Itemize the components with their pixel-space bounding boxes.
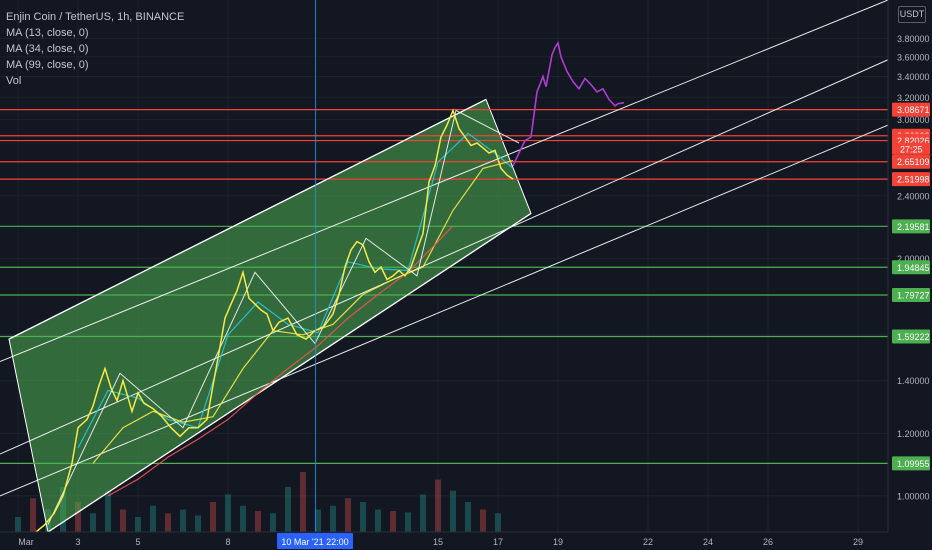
- level-badge-label-4: 2.51998: [897, 175, 930, 185]
- level-badge-9: [892, 456, 930, 471]
- level-badge-8: [892, 329, 930, 344]
- x-tick-label-2: 5: [135, 537, 140, 547]
- volume-bar-14: [225, 494, 231, 532]
- level-badge-label-9: 1.09955: [897, 459, 930, 469]
- volume-bars: [15, 472, 501, 532]
- volume-bar-15: [240, 505, 246, 532]
- volume-bar-7: [120, 509, 126, 532]
- currency-badge[interactable]: USDT: [898, 6, 926, 23]
- x-tick-label-7: 19: [553, 537, 563, 547]
- y-tick-label-0: 1.00000: [897, 491, 930, 501]
- level-badge-0: [892, 102, 930, 117]
- countdown-badge: [892, 142, 930, 155]
- volume-bar-26: [405, 512, 411, 532]
- x-tick-label-11: 29: [853, 537, 863, 547]
- time-axis-panel[interactable]: [0, 532, 932, 550]
- indicator-ma99[interactable]: MA (99, close, 0): [6, 59, 89, 71]
- channel-lower-edge: [47, 212, 532, 533]
- level-badge-label-6: 1.94845: [897, 263, 930, 273]
- level-badge-label-3: 2.65109: [897, 157, 930, 167]
- volume-bar-10: [165, 513, 171, 532]
- level-badge-label-8: 1.59222: [897, 332, 930, 342]
- x-tick-label-5: 15: [433, 537, 443, 547]
- volume-bar-1: [30, 498, 36, 532]
- projection-line: [512, 40, 625, 167]
- volume-bar-29: [450, 490, 456, 532]
- zigzag-line[interactable]: [47, 109, 520, 525]
- volume-bar-21: [330, 505, 336, 532]
- x-tick-label-1: 3: [75, 537, 80, 547]
- x-tick-label-9: 24: [703, 537, 713, 547]
- channel-line-0: [0, 0, 889, 362]
- level-badge-6: [892, 260, 930, 275]
- volume-bar-28: [435, 479, 441, 532]
- level-badge-7: [892, 287, 930, 302]
- x-tick-label-3: 8: [225, 537, 230, 547]
- volume-bar-32: [495, 513, 501, 532]
- projection-series[interactable]: [512, 40, 625, 167]
- channel-line-2: [0, 124, 889, 497]
- chart-title[interactable]: Enjin Coin / TetherUS, 1h, BINANCE: [6, 11, 185, 23]
- y-tick-label-6: 3.00000: [897, 115, 930, 125]
- volume-bar-6: [105, 490, 111, 532]
- countdown-label: 27:25: [900, 145, 923, 155]
- price-series: [35, 108, 514, 533]
- y-tick-label-8: 3.40000: [897, 72, 930, 82]
- indicator-volume[interactable]: Vol: [6, 75, 22, 87]
- ma-line-1: [92, 160, 514, 464]
- level-badge-label-7: 1.79727: [897, 290, 930, 300]
- volume-bar-11: [180, 509, 186, 532]
- volume-bar-0: [15, 517, 21, 532]
- volume-bar-31: [480, 509, 486, 532]
- x-tick-label-4: 10 Mar '21 22:00: [281, 537, 348, 547]
- price-axis-badges: 3.086712.860222.820262.651092.519982.195…: [892, 102, 930, 471]
- x-tick-label-0: Mar: [18, 537, 34, 547]
- crosshair-time-badge: [277, 533, 353, 549]
- volume-bar-13: [210, 502, 216, 532]
- volume-bar-19: [300, 472, 306, 532]
- volume-bar-17: [270, 513, 276, 532]
- channel-upper-edge: [8, 98, 487, 340]
- indicator-ma13[interactable]: MA (13, close, 0): [6, 27, 89, 39]
- volume-bar-8: [135, 517, 141, 532]
- time-axis-ticks: Mar 3 5 8 10 Mar '21 22:00 15 17 19 22 24 26 29: [18, 533, 863, 549]
- level-badge-3: [892, 154, 930, 169]
- x-tick-label-10: 26: [763, 537, 773, 547]
- channel-line-1: [0, 59, 889, 455]
- level-badge-label-2: 2.82026: [897, 136, 930, 146]
- y-tick-label-4: 2.00000: [897, 254, 930, 264]
- y-tick-label-5: 2.40000: [897, 191, 930, 201]
- x-tick-label-8: 22: [643, 537, 653, 547]
- volume-bar-4: [75, 502, 81, 532]
- volume-bar-23: [360, 502, 366, 532]
- level-badge-5: [892, 219, 930, 234]
- level-badge-label-5: 2.19581: [897, 222, 930, 232]
- y-tick-label-1: 1.20000: [897, 429, 930, 439]
- volume-bar-25: [390, 511, 396, 532]
- volume-bar-12: [195, 515, 201, 532]
- price-line: [35, 108, 514, 533]
- volume-bar-9: [150, 505, 156, 532]
- y-tick-label-2: 1.40000: [897, 376, 930, 386]
- volume-bar-24: [375, 509, 381, 532]
- volume-bar-5: [90, 513, 96, 532]
- volume-bar-20: [315, 509, 321, 532]
- chart-legend: Enjin Coin / TetherUS, 1h, BINANCE MA (1…: [6, 9, 184, 89]
- volume-bar-16: [255, 511, 261, 532]
- volume-bar-27: [420, 494, 426, 532]
- indicator-ma34[interactable]: MA (34, close, 0): [6, 43, 89, 55]
- volume-bar-30: [465, 502, 471, 532]
- level-badge-4: [892, 172, 930, 187]
- zigzag-path: [47, 109, 520, 525]
- volume-bar-22: [345, 498, 351, 532]
- volume-bar-18: [285, 487, 291, 532]
- level-badge-label-0: 3.08671: [897, 105, 930, 115]
- y-tick-label-9: 3.60000: [897, 52, 930, 62]
- y-tick-label-10: 3.80000: [897, 34, 930, 44]
- y-tick-label-7: 3.20000: [897, 93, 930, 103]
- x-tick-label-6: 17: [493, 537, 503, 547]
- channel-lines[interactable]: [0, 0, 889, 533]
